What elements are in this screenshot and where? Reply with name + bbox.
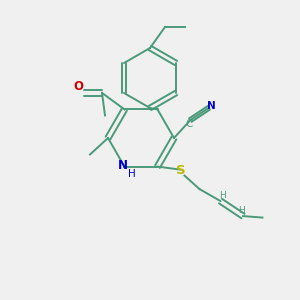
Text: N: N: [118, 159, 128, 172]
Text: H: H: [128, 169, 136, 179]
Text: N: N: [207, 100, 216, 111]
Text: H: H: [219, 190, 225, 200]
Text: C: C: [185, 118, 193, 129]
Text: H: H: [238, 206, 245, 214]
Text: S: S: [176, 164, 185, 177]
Text: O: O: [74, 80, 84, 93]
